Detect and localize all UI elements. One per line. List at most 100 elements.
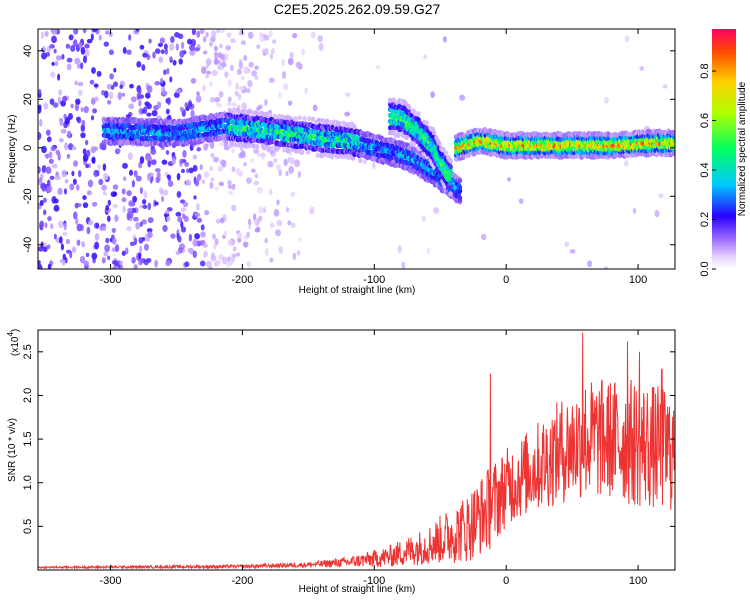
heatmap-noise-cell (187, 38, 192, 45)
heatmap-noise-cell (53, 233, 57, 240)
heatmap-noise-cell (41, 52, 47, 60)
heatmap-noise-cell (362, 159, 367, 165)
heatmap-noise-cell (39, 220, 45, 228)
heatmap-noise-cell (180, 221, 184, 229)
heatmap-noise-cell (147, 160, 152, 168)
heatmap-noise-cell (247, 218, 252, 226)
heatmap-noise-cell (46, 179, 51, 187)
heatmap-noise-cell (90, 115, 95, 121)
heatmap-noise-cell (219, 29, 225, 34)
heatmap-noise-cell (191, 29, 196, 36)
heatmap-noise-cell (58, 138, 64, 143)
heatmap-noise-cell (133, 237, 138, 246)
heatmap-ridge-cell (404, 135, 409, 141)
heatmap-noise-cell (209, 81, 213, 88)
heatmap-noise-cell (146, 155, 153, 163)
heatmap-noise-cell (139, 156, 145, 164)
heatmap-noise-cell (166, 174, 171, 180)
heatmap-x-tick-label: -300 (100, 274, 122, 286)
heatmap-noise-cell (167, 180, 174, 187)
heatmap-noise-cell (229, 38, 236, 44)
heatmap-noise-cell (188, 167, 194, 174)
heatmap-noise-cell (61, 169, 67, 178)
heatmap-noise-cell (59, 236, 63, 244)
heatmap-noise-cell (179, 50, 185, 58)
colorbar-tick-label: 0.0 (699, 261, 711, 276)
heatmap-noise-cell (287, 57, 294, 66)
heatmap-noise-cell (61, 53, 65, 60)
heatmap-noise-cell (48, 151, 53, 159)
heatmap-noise-cell (83, 106, 89, 114)
heatmap-ridge-cell (302, 115, 307, 122)
heatmap-noise-cell (76, 116, 82, 124)
heatmap-noise-cell (231, 148, 235, 154)
heatmap-noise-cell (259, 32, 263, 38)
heatmap-x-tick-label: -200 (231, 274, 253, 286)
heatmap-noise-cell (219, 43, 223, 49)
heatmap-noise-cell (91, 201, 98, 207)
heatmap-ridge-cell (411, 141, 417, 147)
heatmap-noise-cell (165, 150, 170, 155)
heatmap-noise-cell (199, 260, 206, 267)
heatmap-noise-cell (213, 45, 219, 52)
heatmap-ridge-cell (233, 142, 238, 148)
heatmap-noise-cell (47, 216, 52, 222)
heatmap-noise-cell (150, 148, 157, 155)
heatmap-noise-cell (264, 98, 268, 106)
heatmap-noise-cell (256, 186, 263, 194)
heatmap-noise-cell (136, 61, 142, 68)
heatmap-noise-cell (154, 168, 161, 173)
heatmap-noise-cell (105, 237, 110, 244)
heatmap-noise-cell (147, 202, 152, 211)
heatmap-noise-cell (272, 39, 277, 44)
heatmap-noise-cell (199, 164, 203, 171)
heatmap-noise-cell (54, 175, 61, 181)
heatmap-noise-cell (226, 101, 232, 107)
heatmap-noise-cell (58, 117, 63, 123)
heatmap-noise-cell (97, 164, 101, 170)
heatmap-noise-cell (66, 57, 73, 63)
heatmap-noise-cell (202, 243, 208, 248)
heatmap-noise-cell (218, 181, 225, 187)
heatmap-noise-cell (309, 208, 315, 215)
heatmap-noise-cell (84, 49, 90, 57)
heatmap-noise-cell (231, 102, 237, 107)
heatmap-noise-cell (60, 128, 67, 134)
heatmap-ridge-cell (279, 114, 285, 120)
heatmap-noise-cell (271, 48, 275, 55)
heatmap-noise-cell (128, 103, 135, 110)
heatmap-noise-cell (121, 92, 126, 97)
heatmap-noise-cell (163, 69, 167, 76)
heatmap-x-tick-label: 100 (629, 274, 647, 286)
colorbar-tick-label: 0.4 (699, 162, 711, 177)
heatmap-noise-cell (82, 148, 87, 155)
heatmap-noise-cell (70, 103, 74, 109)
heatmap-noise-cell (119, 84, 123, 89)
heatmap-noise-cell (210, 177, 215, 182)
heatmap-noise-cell (165, 209, 170, 215)
heatmap-noise-cell (220, 61, 227, 68)
heatmap-noise-cell (39, 199, 44, 207)
heatmap-y-tick-label: -20 (22, 188, 34, 204)
heatmap-noise-cell (184, 161, 189, 167)
heatmap-noise-cell (132, 195, 138, 203)
heatmap-noise-cell (106, 99, 112, 105)
heatmap-ridge-cell (310, 116, 315, 122)
heatmap-noise-cell (146, 85, 153, 94)
heatmap-noise-cell (121, 250, 126, 256)
heatmap-noise-cell (94, 241, 100, 250)
heatmap-noise-cell (128, 169, 134, 176)
heatmap-noise-cell (76, 239, 81, 246)
heatmap-noise-cell (275, 229, 281, 237)
heatmap-noise-cell (243, 162, 247, 167)
heatmap-noise-cell (166, 67, 170, 75)
heatmap-noise-cell (38, 106, 42, 114)
heatmap-noise-cell (46, 184, 53, 193)
heatmap-ridge-cell (396, 132, 401, 138)
heatmap-noise-cell (150, 159, 157, 166)
heatmap-noise-cell (246, 261, 252, 267)
heatmap-noise-cell (107, 255, 111, 261)
heatmap-noise-cell (51, 61, 55, 66)
heatmap-noise-cell (165, 260, 171, 267)
heatmap-x-label: Height of straight line (km) (299, 285, 416, 296)
